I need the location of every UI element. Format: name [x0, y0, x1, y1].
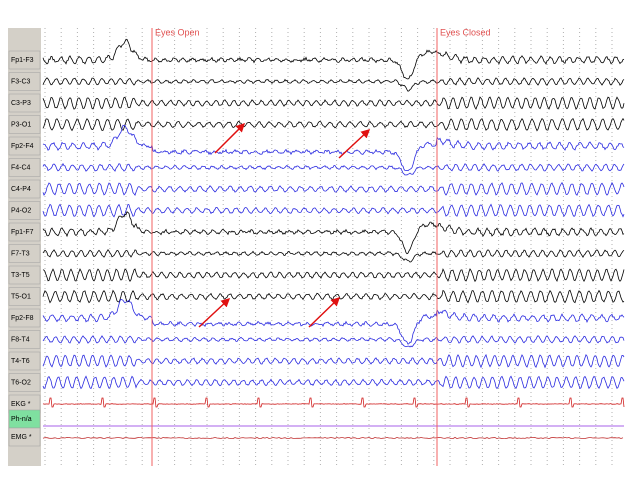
trace [42, 124, 625, 172]
trace [42, 181, 625, 196]
label-cell [8, 201, 41, 220]
label-cell [8, 115, 41, 134]
label-cell [8, 330, 41, 349]
trace [42, 96, 625, 110]
traces [42, 38, 625, 440]
channel-label: F3-C3 [11, 78, 31, 85]
channel-label: P4-O2 [11, 207, 31, 214]
label-cell [8, 72, 41, 91]
channel-labels: Fp1-F3 F3-C3 C3-P3 P3-O1 Fp2-F4 F4-C4 C4-P4 P4-… [8, 50, 41, 447]
trace [42, 162, 625, 176]
trace [42, 335, 625, 348]
annotation-arrows [198, 122, 371, 328]
label-cell [8, 351, 41, 371]
trace [42, 299, 625, 345]
trace [42, 117, 625, 132]
trace [42, 38, 625, 80]
channel-label: EKG * [11, 401, 31, 408]
channel-label: Fp1-F3 [11, 57, 34, 64]
trace [42, 397, 625, 408]
label-cell [8, 308, 41, 328]
channel-label: Ph-n/a [11, 416, 32, 423]
channel-label: T5-O1 [11, 293, 31, 300]
trace [42, 353, 625, 369]
trace [42, 268, 625, 283]
trace [42, 248, 625, 263]
trace [42, 203, 625, 218]
channel-label: EMG * [11, 434, 32, 441]
label-cell [8, 179, 41, 199]
arrow [308, 296, 341, 328]
channel-label: P3-O1 [11, 121, 31, 128]
channel-label: C3-P3 [11, 100, 31, 107]
trace [42, 211, 625, 255]
channel-label: F7-T3 [11, 250, 30, 257]
event-label: Eyes Open [155, 27, 200, 37]
channel-label: T4-T6 [11, 358, 30, 365]
arrow [338, 128, 371, 159]
label-cell [8, 287, 41, 306]
trace [42, 436, 624, 440]
label-cell [8, 50, 41, 70]
channel-label: Fp1-F7 [11, 229, 34, 236]
label-cell [8, 93, 41, 113]
label-cell [8, 222, 41, 242]
label-cell [8, 265, 41, 285]
arrow [198, 297, 231, 328]
channel-label: Fp2-F4 [11, 143, 34, 150]
channel-label: F8-T4 [11, 336, 30, 343]
arrow [214, 122, 246, 154]
trace [42, 375, 625, 390]
label-cell [8, 373, 41, 392]
label-cell [8, 244, 41, 263]
channel-label: T3-T5 [11, 272, 30, 279]
event-label: Eyes Closed [440, 27, 491, 37]
channel-label: C4-P4 [11, 186, 31, 193]
channel-label: F4-C4 [11, 164, 31, 171]
channel-label: T6-O2 [11, 379, 31, 386]
label-cell [8, 427, 41, 447]
label-cell [8, 158, 41, 177]
channel-label: Fp2-F8 [11, 315, 34, 322]
label-cell [8, 136, 41, 156]
trace [42, 77, 625, 92]
